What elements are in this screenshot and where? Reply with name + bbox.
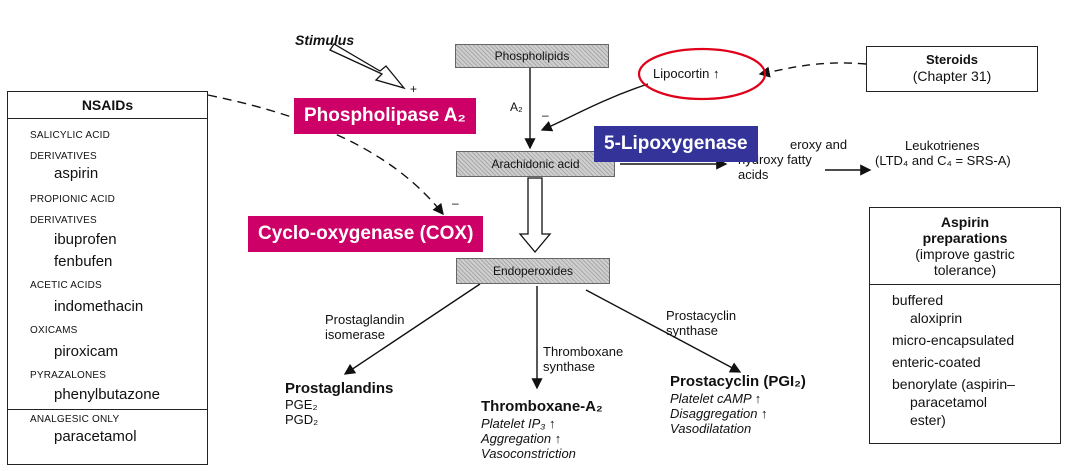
drug-aspirin: aspirin	[54, 165, 99, 182]
prep-enteric-coated: enteric-coated	[892, 354, 981, 370]
class-oxicams: OXICAMS	[30, 325, 78, 336]
phospholipids-box: Phospholipids	[455, 44, 609, 68]
pc-effect-2: Disaggregation ↑	[670, 406, 768, 421]
prostaglandins-block: Prostaglandins PGE₂ PGD₂	[285, 380, 393, 427]
prostaglandins-title: Prostaglandins	[285, 380, 394, 397]
aspirin-title-1: Aspirin	[940, 214, 990, 230]
prostacyclin-block: Prostacyclin (PGI₂) Platelet cAMP ↑ Disa…	[670, 373, 806, 436]
prep-buffered: buffered	[892, 292, 944, 308]
pge2: PGE₂	[285, 397, 318, 412]
aspirin-preparations-box: Aspirin preparations (improve gastric to…	[869, 207, 1061, 444]
prep-benorylate-2: paracetamol	[910, 394, 988, 410]
class-analgesic: ANALGESIC ONLY	[30, 414, 120, 425]
stimulus-label: Stimulus	[295, 32, 355, 48]
prep-micro-encapsulated: micro-encapsulated	[892, 332, 1015, 348]
analgesic-section: ANALGESIC ONLY paracetamol	[8, 409, 207, 446]
steroids-box: Steroids (Chapter 31)	[866, 46, 1038, 92]
class-acetic: ACETIC ACIDS	[30, 280, 102, 291]
lipocortin-highlight-circle	[637, 47, 767, 101]
pla2-fragment: A₂	[510, 100, 523, 114]
nsaids-title: NSAIDs	[8, 92, 207, 119]
prep-benorylate-3: ester)	[910, 412, 946, 428]
minus-sign-cox: –	[452, 196, 459, 210]
class-propionic: PROPIONIC ACID	[30, 194, 116, 205]
tx-effect-1: Platelet IP₃ ↑	[481, 416, 556, 431]
arachidonic-acid-box: Arachidonic acid	[456, 151, 615, 177]
arrow-steroids-lipocortin	[758, 62, 867, 78]
lipocortin-label: Lipocortin ↑	[653, 66, 720, 81]
thromboxane-block: Thromboxane-A₂ Platelet IP₃ ↑ Aggregatio…	[481, 398, 603, 461]
arrow-nsaid-cox	[207, 94, 444, 216]
arrow-to-prostacyclin	[585, 289, 742, 373]
pc-effect-1: Platelet cAMP ↑	[670, 391, 762, 406]
hydroperoxy-text: eroxy and hydroxy fatty acids	[738, 137, 848, 182]
class-propionic-2: DERIVATIVES	[30, 215, 97, 226]
aspirin-title-2: preparations	[922, 230, 1008, 246]
aspirin-list: buffered aloxiprin micro-encapsulated en…	[870, 284, 1060, 429]
drug-piroxicam: piroxicam	[54, 343, 119, 360]
prep-benorylate: benorylate (aspirin–	[892, 376, 1015, 392]
plus-sign: +	[410, 82, 418, 96]
drug-indomethacin: indomethacin	[54, 298, 144, 315]
drug-phenylbutazone: phenylbutazone	[54, 386, 160, 403]
phospholipase-a2-badge: Phospholipase A₂	[294, 98, 476, 134]
nsaids-box: NSAIDs SALICYLIC ACID DERIVATIVES aspiri…	[7, 91, 208, 465]
steroids-chapter: (Chapter 31)	[912, 68, 992, 84]
class-salicylic-2: DERIVATIVES	[30, 151, 97, 162]
endoperoxides-box: Endoperoxides	[456, 258, 610, 284]
arrow-lipocortin	[540, 83, 649, 132]
prep-aloxiprin: aloxiprin	[910, 310, 963, 326]
tx-effect-3: Vasoconstriction	[481, 446, 576, 461]
prostacyclin-title: Prostacyclin (PGI₂)	[670, 373, 806, 390]
lipoxygenase-badge: 5-Lipoxygenase	[594, 126, 758, 162]
pc-effect-3: Vasodilatation	[670, 421, 752, 436]
cyclooxygenase-badge: Cyclo-oxygenase (COX)	[248, 216, 484, 252]
minus-sign: –	[542, 108, 549, 122]
aspirin-subtitle-1: (improve gastric	[915, 246, 1015, 262]
tx-synthase-label: Thromboxane synthase	[543, 344, 624, 374]
pgd2: PGD₂	[285, 412, 319, 427]
arrow-aa-to-endoperoxides	[518, 177, 552, 254]
stimulus-arrow	[329, 43, 406, 90]
tx-effect-2: Aggregation ↑	[481, 431, 562, 446]
thromboxane-title: Thromboxane-A₂	[481, 398, 603, 415]
aspirin-subtitle-2: tolerance)	[933, 262, 997, 278]
steroids-title: Steroids	[925, 52, 978, 67]
class-pyrazalones: PYRAZALONES	[30, 370, 107, 381]
drug-fenbufen: fenbufen	[54, 253, 113, 270]
pc-synthase-label: Prostacyclin synthase	[666, 308, 737, 338]
leukotrienes-text: Leukotrienes (LTD₄ and C₄ = SRS-A)	[875, 138, 1011, 168]
class-salicylic: SALICYLIC ACID	[30, 130, 111, 141]
pg-isomerase-label: Prostaglandin isomerase	[325, 312, 405, 342]
arrow-to-prostaglandins	[343, 283, 481, 375]
drug-ibuprofen: ibuprofen	[54, 231, 117, 248]
drug-paracetamol: paracetamol	[54, 428, 137, 445]
